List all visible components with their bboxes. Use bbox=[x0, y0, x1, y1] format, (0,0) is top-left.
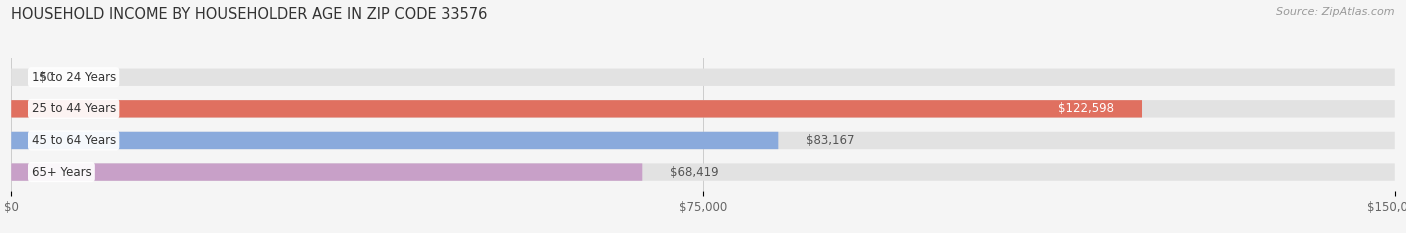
Text: 15 to 24 Years: 15 to 24 Years bbox=[31, 71, 115, 84]
FancyBboxPatch shape bbox=[11, 132, 1395, 149]
FancyBboxPatch shape bbox=[11, 100, 1395, 117]
FancyBboxPatch shape bbox=[11, 69, 1395, 86]
Text: $68,419: $68,419 bbox=[671, 166, 718, 178]
Text: HOUSEHOLD INCOME BY HOUSEHOLDER AGE IN ZIP CODE 33576: HOUSEHOLD INCOME BY HOUSEHOLDER AGE IN Z… bbox=[11, 7, 488, 22]
Text: Source: ZipAtlas.com: Source: ZipAtlas.com bbox=[1277, 7, 1395, 17]
Text: 45 to 64 Years: 45 to 64 Years bbox=[31, 134, 115, 147]
FancyBboxPatch shape bbox=[11, 163, 1395, 181]
FancyBboxPatch shape bbox=[11, 163, 643, 181]
Text: 65+ Years: 65+ Years bbox=[31, 166, 91, 178]
FancyBboxPatch shape bbox=[11, 132, 779, 149]
Text: 25 to 44 Years: 25 to 44 Years bbox=[31, 102, 115, 115]
FancyBboxPatch shape bbox=[11, 100, 1142, 117]
Text: $83,167: $83,167 bbox=[806, 134, 855, 147]
Text: $122,598: $122,598 bbox=[1059, 102, 1115, 115]
Text: $0: $0 bbox=[39, 71, 53, 84]
